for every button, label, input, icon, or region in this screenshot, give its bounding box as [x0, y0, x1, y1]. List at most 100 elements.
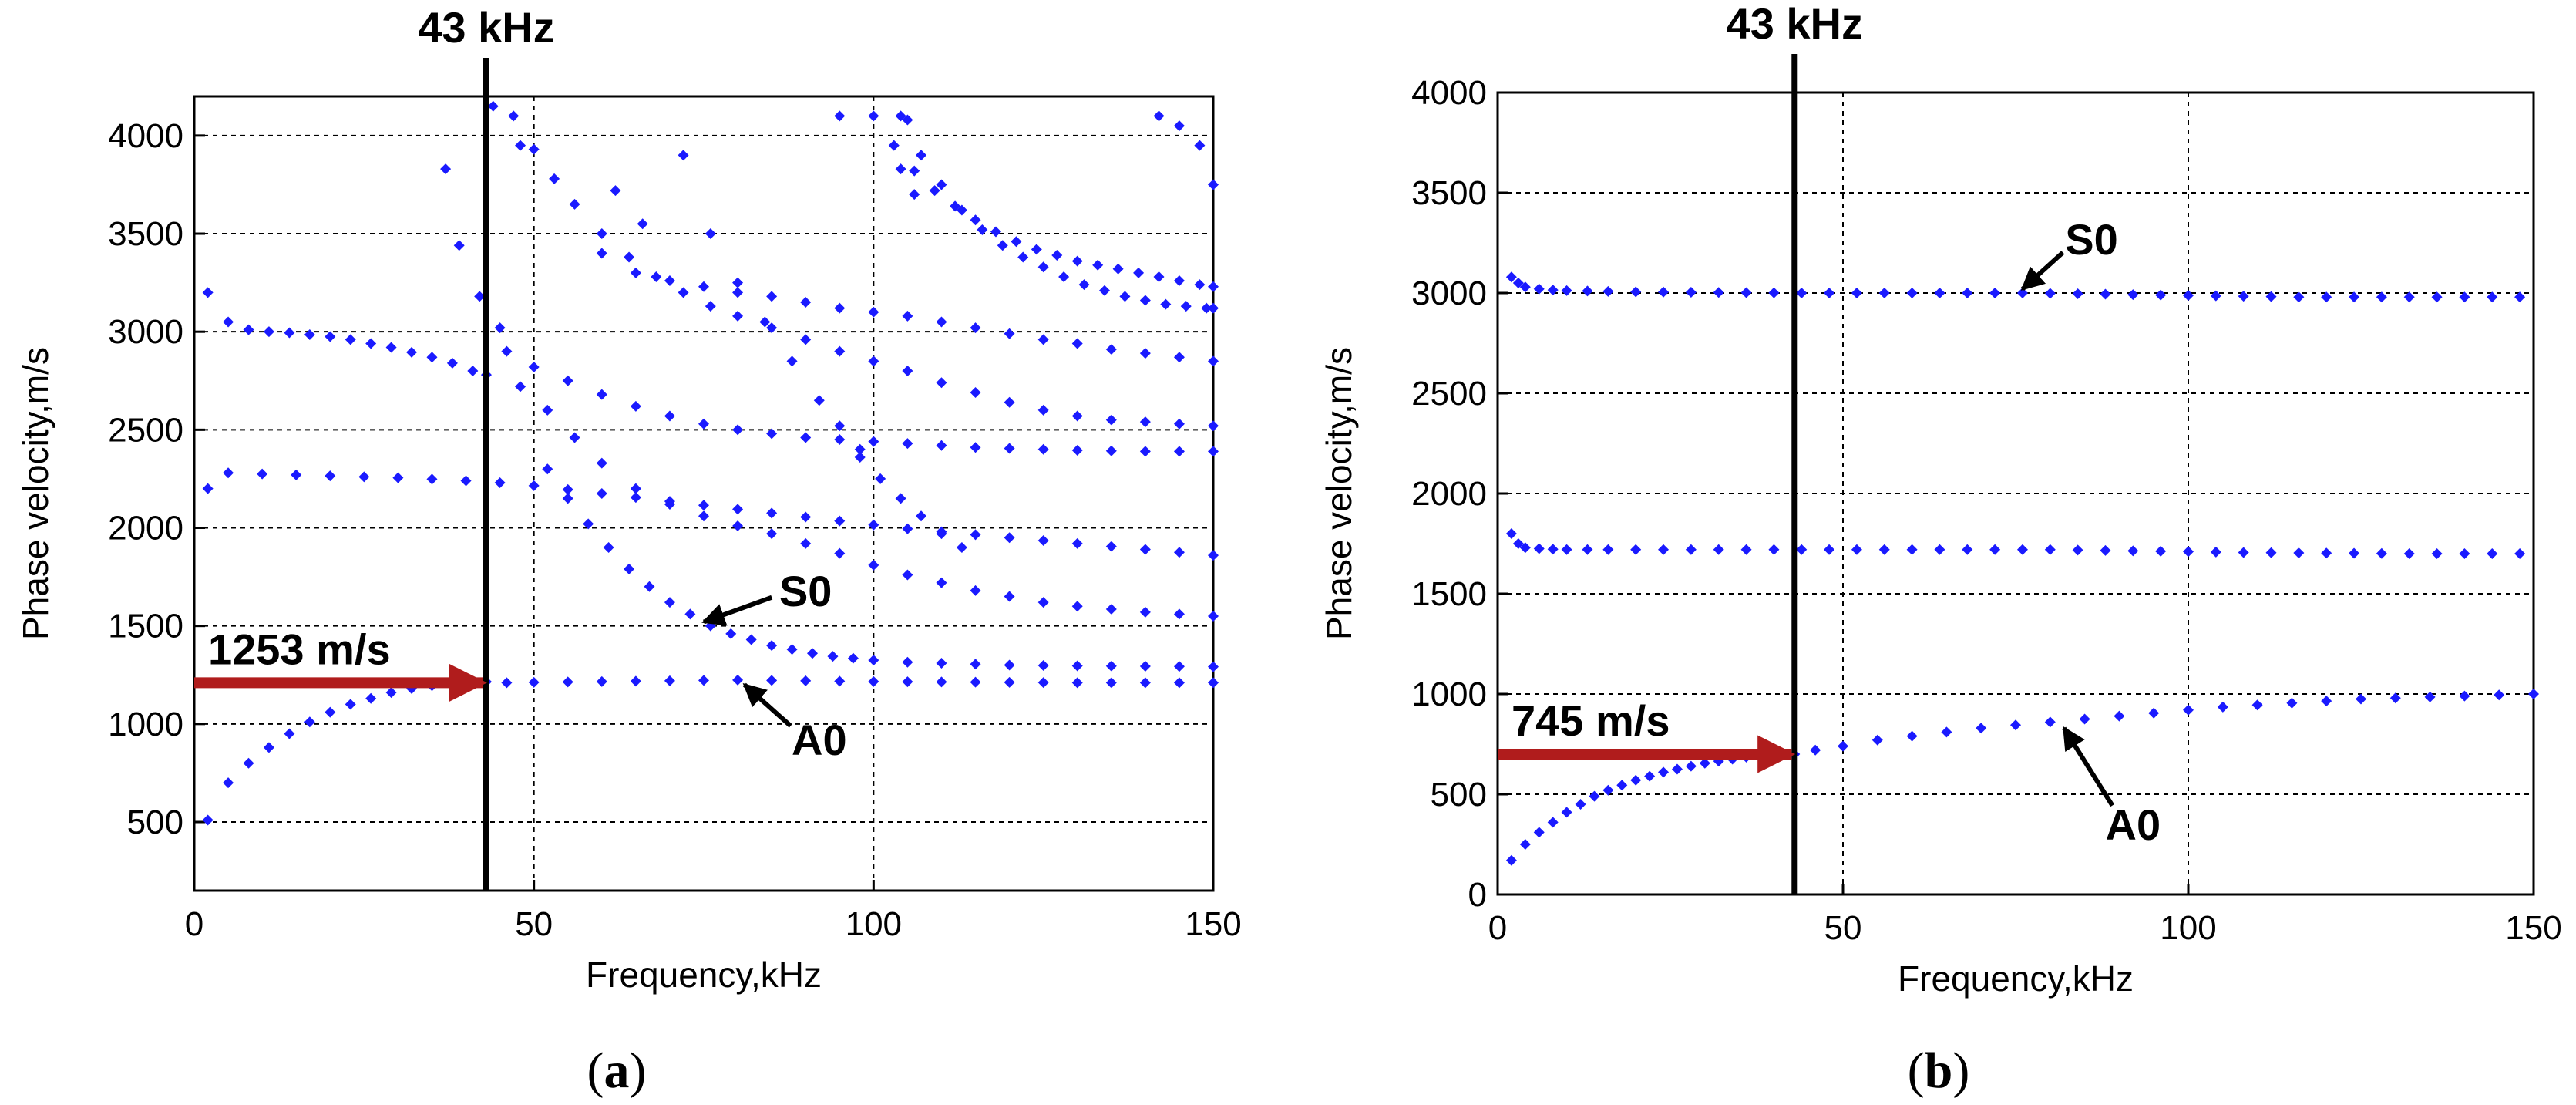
data-point — [1004, 532, 1015, 544]
data-point — [868, 675, 879, 687]
data-point — [542, 463, 553, 475]
y-tick-label: 500 — [127, 803, 183, 841]
data-point — [698, 281, 709, 292]
series-mode-2400-fall — [854, 451, 967, 553]
data-point — [2528, 689, 2539, 699]
data-point — [902, 676, 913, 688]
data-point — [834, 675, 846, 687]
data-point — [474, 291, 486, 302]
data-point — [325, 331, 336, 342]
data-point — [1037, 677, 1049, 689]
data-point — [732, 277, 744, 288]
data-point — [766, 528, 778, 540]
y-tick-label: 3000 — [108, 313, 183, 351]
frequency-marker-label: 43 kHz — [418, 3, 554, 52]
data-point — [1071, 255, 1083, 267]
data-point — [1173, 275, 1185, 287]
y-tick-label: 3500 — [1411, 174, 1487, 212]
data-point — [705, 228, 716, 240]
data-point — [2127, 289, 2139, 301]
data-point — [2079, 713, 2090, 725]
data-point — [1037, 535, 1049, 547]
data-point — [1934, 288, 1945, 298]
data-point — [1051, 250, 1063, 261]
data-points — [1505, 271, 2539, 866]
data-point — [304, 329, 315, 340]
data-point — [1004, 676, 1015, 688]
data-point — [263, 742, 274, 753]
y-tick-label: 4000 — [108, 117, 183, 155]
data-point — [875, 473, 886, 484]
data-point — [1685, 544, 1697, 555]
data-point — [1133, 267, 1145, 278]
data-point — [1512, 538, 1524, 549]
data-point — [916, 150, 927, 161]
data-point — [1139, 348, 1151, 359]
data-point — [392, 472, 404, 483]
data-point — [1685, 286, 1697, 298]
data-point — [1071, 660, 1083, 672]
panel-a: 0 50 100 150 500 1000 1500 2000 2500 3000 3500 4000… — [15, 3, 1242, 1099]
data-point — [1616, 780, 1628, 791]
data-point — [916, 510, 927, 522]
data-point — [2514, 548, 2526, 559]
data-point — [1602, 784, 1614, 796]
data-point — [2183, 546, 2194, 558]
data-point — [1058, 271, 1070, 282]
data-point — [1838, 740, 1848, 752]
data-point — [1173, 547, 1185, 558]
data-point — [630, 675, 641, 687]
data-point — [2265, 291, 2277, 302]
data-point — [1796, 544, 1808, 555]
mode-arrow — [2062, 726, 2115, 807]
data-point — [902, 523, 913, 534]
data-point — [624, 563, 635, 574]
data-point — [1533, 827, 1545, 838]
data-point — [766, 428, 778, 440]
data-point — [1208, 302, 1219, 314]
data-point — [936, 377, 947, 389]
data-point — [664, 410, 675, 422]
panel-b: 0 50 100 1500500100015002000250030003500400… — [1319, 0, 2562, 1099]
data-point — [807, 648, 819, 659]
data-point — [868, 110, 879, 122]
data-point — [2321, 547, 2332, 559]
data-point — [2459, 690, 2470, 702]
data-point — [732, 310, 744, 322]
data-point — [426, 473, 438, 485]
data-point — [1201, 302, 1212, 314]
data-point — [1037, 334, 1049, 345]
series-mode-4100-b — [868, 110, 1219, 292]
data-point — [2100, 544, 2111, 556]
data-point — [291, 469, 302, 480]
data-point — [1699, 757, 1710, 769]
data-point — [528, 480, 540, 491]
data-point — [284, 728, 295, 739]
x-tick-label: 50 — [515, 905, 553, 943]
data-point — [1092, 259, 1104, 271]
data-point — [664, 498, 675, 510]
y-tick-label: 2500 — [1411, 375, 1487, 413]
x-tick-label: 0 — [185, 905, 203, 943]
data-point — [1906, 288, 1918, 298]
data-point — [2210, 290, 2221, 302]
data-point — [1208, 677, 1219, 689]
data-point — [759, 316, 771, 328]
data-point — [2148, 707, 2160, 719]
data-point — [1989, 288, 2001, 298]
data-point — [596, 389, 607, 400]
data-point — [698, 418, 709, 430]
data-point — [1871, 734, 1883, 746]
data-point — [698, 675, 709, 686]
data-point — [1533, 283, 1545, 295]
data-point — [1519, 281, 1531, 293]
data-point — [2514, 291, 2526, 303]
data-point — [263, 326, 274, 338]
y-tick-label: 2000 — [108, 510, 183, 547]
data-point — [1139, 446, 1151, 457]
y-tick-label: 1500 — [1411, 575, 1487, 613]
data-point — [365, 338, 377, 349]
data-point — [603, 541, 614, 553]
data-point — [970, 387, 981, 399]
data-point — [1561, 544, 1572, 555]
